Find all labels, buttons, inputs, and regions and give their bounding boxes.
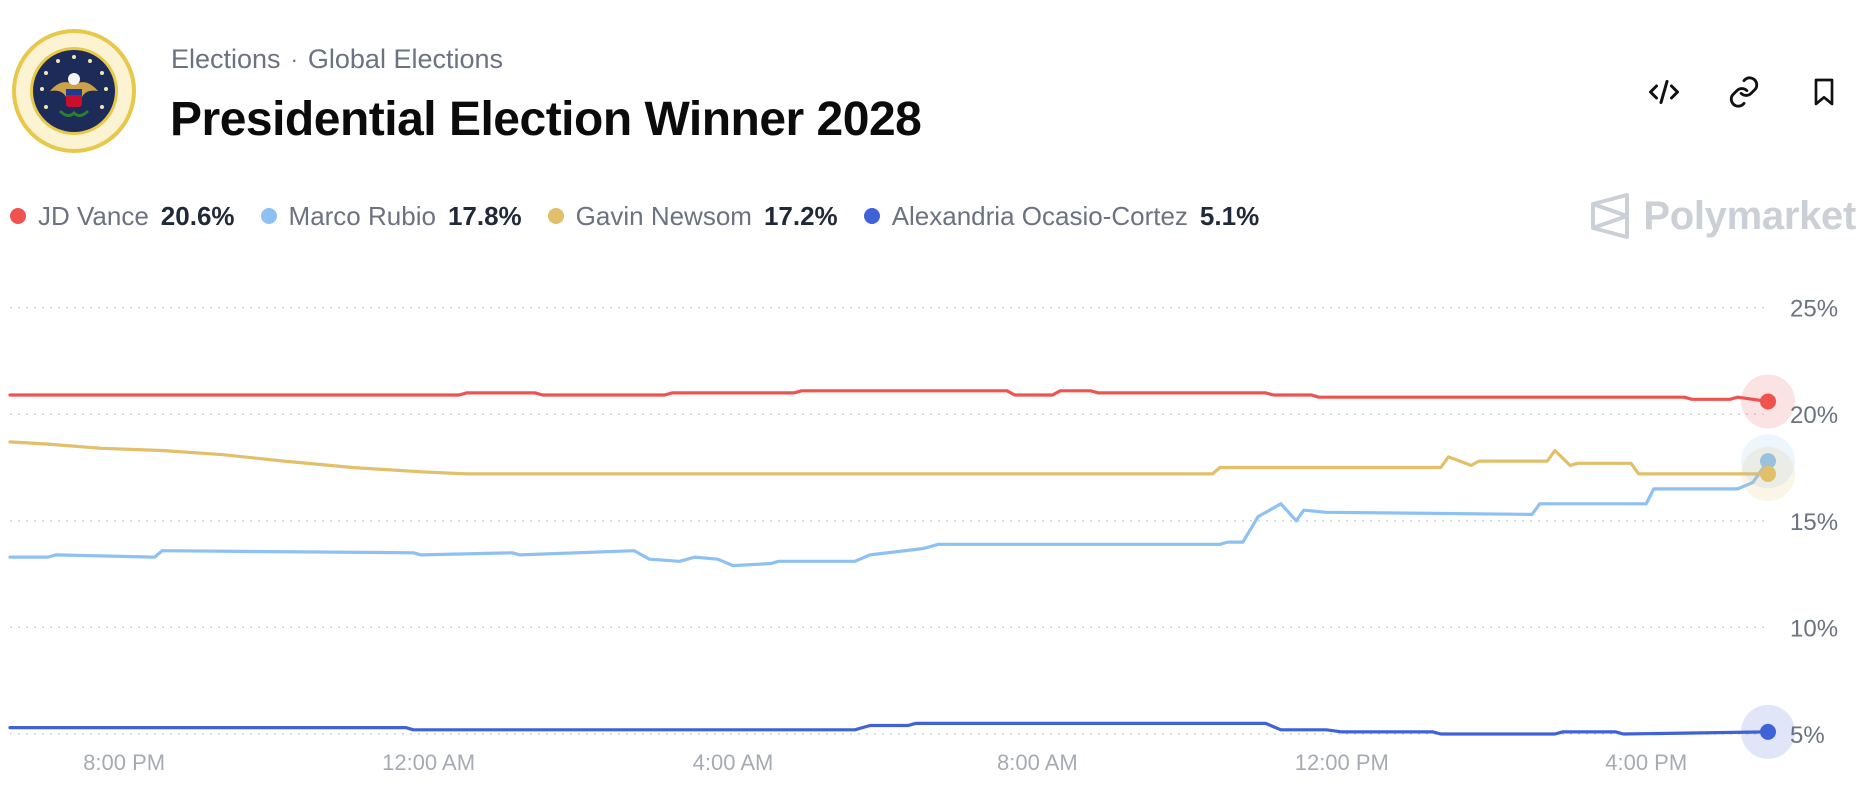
brand-name: Polymarket (1643, 193, 1856, 238)
presidential-seal-icon (12, 29, 136, 153)
page-title: Presidential Election Winner 2028 (170, 93, 922, 146)
y-tick-label: 10% (1790, 615, 1838, 642)
copy-link-button[interactable] (1722, 70, 1766, 114)
y-tick-label: 25% (1790, 296, 1838, 323)
x-tick-label: 4:00 PM (1605, 750, 1687, 775)
polymarket-logo-icon (1591, 193, 1630, 239)
embed-button[interactable] (1642, 70, 1686, 114)
legend-item-marco-rubio[interactable]: Marco Rubio 17.8% (260, 200, 522, 232)
legend-name: Gavin Newsom (575, 200, 752, 231)
action-toolbar (1606, 70, 1866, 114)
series-endpoint (1760, 393, 1776, 410)
legend-dot (863, 208, 880, 224)
bookmark-button[interactable] (1802, 70, 1846, 114)
breadcrumb-global-elections[interactable]: Global Elections (307, 44, 503, 74)
market-header: Elections · Global Elections Presidentia… (0, 0, 1866, 180)
legend-dot (10, 208, 26, 224)
y-tick-label: 15% (1790, 509, 1838, 536)
legend-value: 5.1% (1199, 200, 1260, 231)
y-tick-label: 20% (1790, 402, 1838, 429)
series-line (8, 459, 1770, 568)
legend-dot (547, 208, 564, 224)
x-tick-label: 4:00 AM (693, 750, 774, 775)
series-line (8, 721, 1770, 736)
legend-item-jd-vance[interactable]: JD Vance 20.6% (10, 201, 235, 232)
series-endpoint (1760, 723, 1776, 740)
chart-legend: JD Vance 20.6% Marco Rubio 17.8% Gavin N… (10, 198, 1285, 234)
x-tick-label: 12:00 PM (1295, 750, 1389, 775)
y-tick-label: 5% (1790, 722, 1825, 749)
series-line (8, 389, 1770, 403)
link-icon (1729, 76, 1759, 108)
legend-dot (260, 208, 277, 224)
legend-value: 17.8% (447, 200, 522, 231)
legend-name: Marco Rubio (288, 200, 436, 231)
x-tick-label: 8:00 AM (997, 750, 1078, 775)
bookmark-icon (1814, 78, 1834, 106)
breadcrumb-elections[interactable]: Elections (171, 44, 281, 74)
legend-name: JD Vance (38, 200, 149, 231)
legend-value: 20.6% (160, 200, 235, 231)
legend-name: Alexandria Ocasio-Cortez (891, 200, 1188, 231)
legend-item-gavin-newsom[interactable]: Gavin Newsom 17.2% (547, 200, 838, 232)
series-endpoint (1760, 465, 1776, 482)
legend-value: 17.2% (763, 200, 838, 231)
x-tick-label: 12:00 AM (382, 750, 475, 775)
breadcrumb: Elections · Global Elections (171, 44, 503, 75)
embed-code-icon (1649, 80, 1679, 104)
series-line (8, 440, 1770, 476)
legend-item-alexandria-ocasio-cortez[interactable]: Alexandria Ocasio-Cortez 5.1% (863, 200, 1260, 232)
x-tick-label: 8:00 PM (83, 750, 165, 775)
polymarket-brand: Polymarket (1589, 190, 1856, 242)
breadcrumb-separator: · (290, 46, 298, 72)
series-endpoint (1760, 453, 1776, 470)
